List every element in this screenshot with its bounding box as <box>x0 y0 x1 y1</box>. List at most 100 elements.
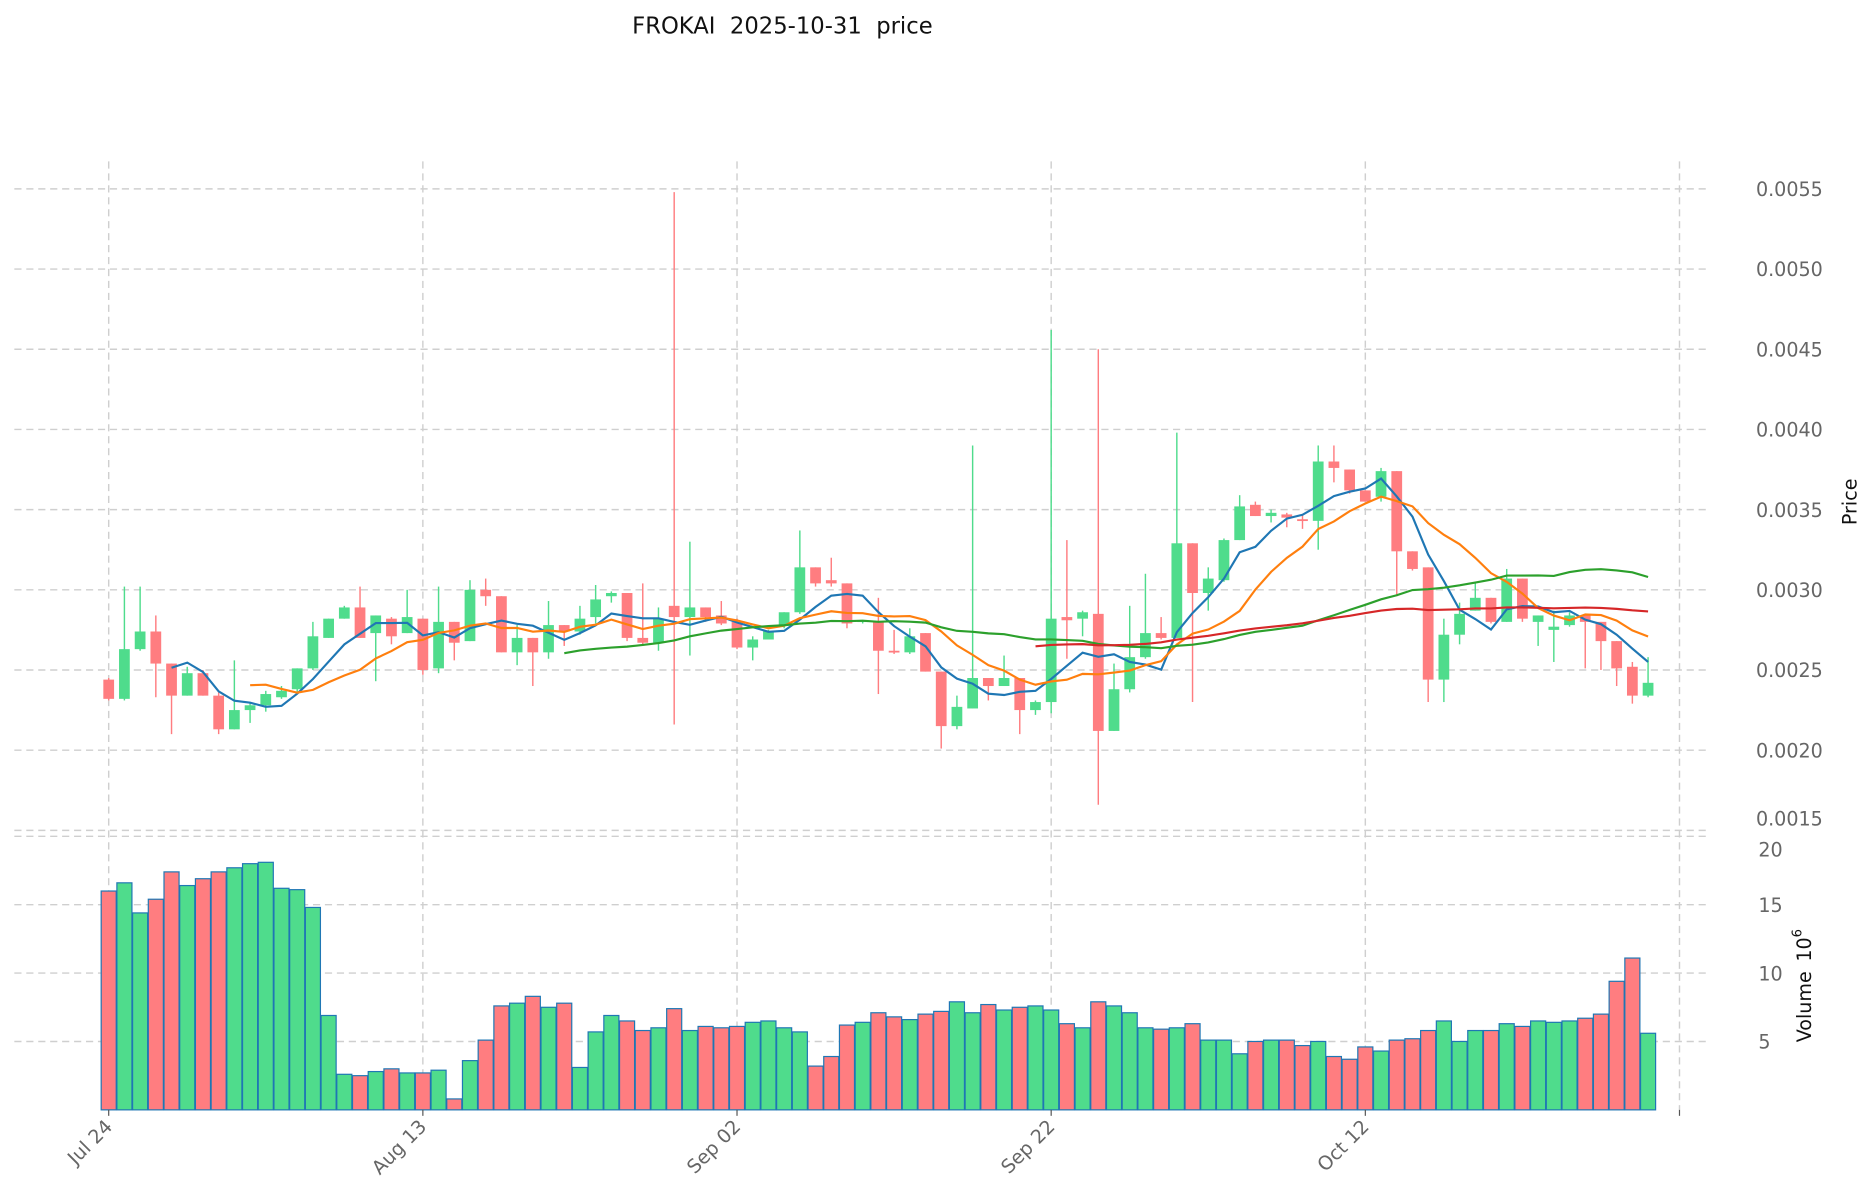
volume-bar <box>1592 1013 1610 1111</box>
candle-body <box>1297 519 1308 522</box>
date-tick-label: Jul 24 <box>62 1115 117 1170</box>
volume-bar <box>728 1025 746 1111</box>
candle-body <box>1532 615 1544 622</box>
candle-body <box>1359 490 1371 502</box>
candle-body <box>166 663 177 696</box>
candle-body <box>1375 471 1387 497</box>
volume-bar <box>776 1027 793 1111</box>
volume-bar <box>1420 1029 1437 1111</box>
volume-bar <box>1137 1027 1154 1111</box>
volume-bar <box>964 1012 981 1111</box>
candle-body <box>228 710 240 730</box>
volume-bar <box>823 1055 840 1111</box>
volume-bar <box>1200 1039 1217 1111</box>
volume-bar <box>1451 1040 1468 1111</box>
volume-bar <box>980 1003 997 1111</box>
volume-bar <box>713 1027 730 1111</box>
volume-bar <box>163 871 180 1111</box>
candle-body <box>951 706 963 727</box>
volume-bar <box>304 906 322 1111</box>
volume-bar <box>257 861 274 1111</box>
candle-body <box>1092 613 1104 731</box>
volume-bar <box>807 1065 824 1111</box>
volume-bar <box>131 912 149 1111</box>
candle-body <box>307 636 319 669</box>
candle-body <box>464 589 476 642</box>
candle-body <box>731 621 743 648</box>
candle-body <box>480 589 492 597</box>
candle-body <box>794 567 806 613</box>
candle-body <box>354 607 366 638</box>
moving-average-lines <box>171 477 1649 708</box>
volume-bar <box>367 1070 384 1111</box>
candle-body <box>1469 597 1481 611</box>
volume-bar <box>540 1006 557 1111</box>
volume-bar <box>116 882 133 1111</box>
price-axis-label: Price <box>1838 479 1861 526</box>
volume-bar <box>147 898 164 1111</box>
volume-bar <box>508 1002 526 1111</box>
volume-bar <box>1168 1027 1185 1111</box>
volume-bar <box>241 863 259 1111</box>
volume-bar <box>1231 1053 1248 1111</box>
volume-bar <box>681 1029 699 1111</box>
volume-bar <box>870 1012 887 1111</box>
candle-body <box>291 668 303 690</box>
candle-body <box>1077 612 1088 619</box>
volume-bar <box>1624 957 1641 1111</box>
volume-axis-label: Volume 106 <box>1790 929 1816 1042</box>
volume-bar <box>1514 1025 1531 1111</box>
volume-bar <box>1262 1039 1280 1111</box>
candle-body <box>684 607 696 618</box>
volume-bars <box>100 861 1657 1111</box>
candle-body <box>496 596 507 653</box>
volume-bar <box>226 867 243 1111</box>
candle-body <box>386 618 397 637</box>
candle-body <box>700 607 711 618</box>
volume-bar <box>414 1072 431 1111</box>
volume-bar <box>1498 1023 1515 1111</box>
candle-body <box>1202 578 1214 594</box>
volume-bar <box>1388 1039 1405 1111</box>
candle-body <box>967 678 979 709</box>
volume-bar <box>399 1072 416 1111</box>
candle-body <box>1218 540 1230 581</box>
volume-bar <box>854 1021 871 1111</box>
volume-bar <box>1561 1020 1578 1111</box>
candle-body <box>417 618 429 670</box>
candle-body <box>1187 543 1198 594</box>
candle-body <box>134 631 146 650</box>
candle-body <box>1611 641 1623 669</box>
candle-body <box>747 639 759 648</box>
price-tick-label: 0.0015 <box>1756 808 1823 831</box>
volume-bar <box>1294 1044 1311 1111</box>
candle-body <box>920 633 931 672</box>
volume-bar <box>1639 1032 1657 1111</box>
candle-body <box>1407 551 1418 569</box>
price-tick-label: 0.0055 <box>1756 178 1823 201</box>
volume-bar <box>995 1009 1013 1111</box>
candle-body <box>1454 613 1465 635</box>
volume-bar <box>634 1029 651 1111</box>
volume-bar <box>194 878 212 1111</box>
volume-bar <box>1058 1023 1076 1111</box>
volume-bar <box>1121 1012 1138 1111</box>
ma-60-line <box>1035 606 1649 648</box>
candle-body <box>1328 461 1340 468</box>
date-tick-label: Oct 12 <box>1313 1115 1374 1176</box>
volume-bar <box>1090 1001 1107 1111</box>
candle-body <box>778 612 790 626</box>
volume-bar <box>273 887 290 1111</box>
price-tick-label: 0.0040 <box>1756 419 1823 442</box>
candle-body <box>1312 461 1324 521</box>
candle-body <box>1422 567 1434 680</box>
candle-body <box>825 580 837 584</box>
date-tick-label: Sep 02 <box>682 1115 745 1178</box>
volume-bar <box>477 1039 494 1111</box>
volume-bar <box>1011 1006 1028 1111</box>
candle-body <box>197 673 209 696</box>
candle-body <box>763 631 774 640</box>
candle-body <box>1108 689 1120 731</box>
volume-bar <box>1184 1023 1201 1111</box>
